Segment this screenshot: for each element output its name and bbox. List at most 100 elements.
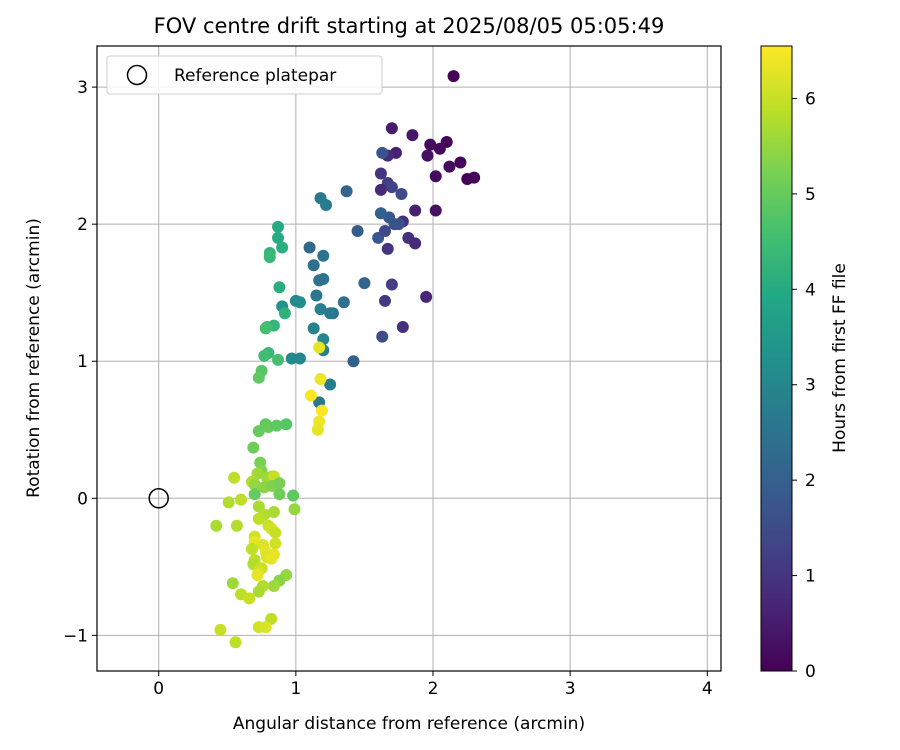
data-point xyxy=(381,242,394,255)
data-point xyxy=(230,519,243,532)
data-point xyxy=(317,249,330,262)
data-point xyxy=(392,218,405,231)
data-point xyxy=(229,636,242,649)
data-point xyxy=(272,353,285,366)
y-axis-label: Rotation from reference (arcmin) xyxy=(24,218,44,498)
data-point xyxy=(374,207,387,220)
colorbar-ticks: 0 1 2 3 4 5 6 xyxy=(792,89,816,682)
data-point xyxy=(251,569,264,582)
data-point xyxy=(259,621,272,634)
data-point xyxy=(468,171,481,184)
y-tick-label: 0 xyxy=(77,489,88,509)
data-point xyxy=(273,281,286,294)
colorbar-tick-label: 3 xyxy=(805,376,816,396)
data-point xyxy=(337,296,350,309)
data-point xyxy=(324,307,337,320)
data-point xyxy=(252,371,265,384)
data-point xyxy=(278,307,291,320)
data-point xyxy=(429,204,442,217)
data-point xyxy=(273,477,286,490)
x-tick-label: 4 xyxy=(702,679,713,699)
data-point xyxy=(409,237,422,250)
data-point xyxy=(443,160,456,173)
data-point xyxy=(433,142,446,155)
data-point xyxy=(272,220,285,233)
data-point xyxy=(303,241,316,254)
x-tick-label: 1 xyxy=(290,679,301,699)
data-point xyxy=(210,519,223,532)
data-point xyxy=(311,423,324,436)
plot-frame xyxy=(96,45,722,672)
colorbar-label: Hours from first FF file xyxy=(830,263,850,453)
reference-point-marker xyxy=(148,488,169,509)
x-tick-label: 3 xyxy=(565,679,576,699)
data-point xyxy=(376,146,389,159)
data-point xyxy=(245,543,258,556)
data-point xyxy=(314,303,327,316)
y-tick-label: 1 xyxy=(77,352,88,372)
colorbar-tick-label: 6 xyxy=(805,89,816,109)
data-point xyxy=(358,277,371,290)
colorbar: 0 1 2 3 4 5 6 Hours from first FF file xyxy=(760,45,850,682)
data-point xyxy=(447,70,460,83)
data-point xyxy=(252,512,265,525)
data-point xyxy=(265,552,278,565)
data-point xyxy=(228,471,241,484)
data-point xyxy=(351,225,364,238)
data-points xyxy=(210,70,481,649)
x-tick-label: 2 xyxy=(428,679,439,699)
data-point xyxy=(267,506,280,519)
data-point xyxy=(293,296,306,309)
data-point xyxy=(395,188,408,201)
data-point xyxy=(270,419,283,432)
data-point xyxy=(454,156,467,169)
data-point xyxy=(222,496,235,509)
data-point xyxy=(385,278,398,291)
data-point xyxy=(285,352,298,365)
data-point xyxy=(421,149,434,162)
data-point xyxy=(313,341,326,354)
data-point xyxy=(429,170,442,183)
data-point xyxy=(276,241,289,254)
data-point xyxy=(396,320,409,333)
data-point xyxy=(226,577,239,590)
y-tick-label: −1 xyxy=(63,626,88,646)
data-point xyxy=(320,198,333,211)
data-point xyxy=(214,623,227,636)
chart-title: FOV centre drift starting at 2025/08/05 … xyxy=(154,14,665,38)
data-point xyxy=(267,580,280,593)
data-point xyxy=(280,418,293,431)
data-point xyxy=(374,167,387,180)
data-point xyxy=(409,204,422,217)
data-point xyxy=(259,322,272,335)
data-point xyxy=(420,290,433,303)
data-point xyxy=(307,322,320,335)
colorbar-tick-label: 4 xyxy=(805,280,816,300)
data-point xyxy=(287,489,300,502)
data-point xyxy=(374,183,387,196)
colorbar-gradient xyxy=(760,45,793,672)
data-point xyxy=(379,225,391,238)
data-point xyxy=(263,251,276,264)
data-point xyxy=(269,537,282,550)
x-axis-ticks: 0 1 2 3 4 xyxy=(153,671,713,699)
legend-box xyxy=(106,55,383,95)
data-point xyxy=(252,425,265,438)
data-point xyxy=(258,349,271,362)
data-point xyxy=(248,488,261,501)
data-point xyxy=(379,294,391,307)
colorbar-tick-label: 2 xyxy=(805,471,816,491)
y-tick-label: 2 xyxy=(77,215,88,235)
data-point xyxy=(272,231,285,244)
data-point xyxy=(385,122,398,135)
data-point xyxy=(315,404,328,417)
grid-lines xyxy=(97,46,721,671)
data-point xyxy=(314,373,327,386)
y-tick-label: 3 xyxy=(77,78,88,98)
data-point xyxy=(304,389,317,402)
data-point xyxy=(252,585,265,598)
data-point xyxy=(269,526,282,539)
data-point xyxy=(293,352,306,365)
data-point xyxy=(235,493,247,506)
data-point xyxy=(385,181,398,194)
